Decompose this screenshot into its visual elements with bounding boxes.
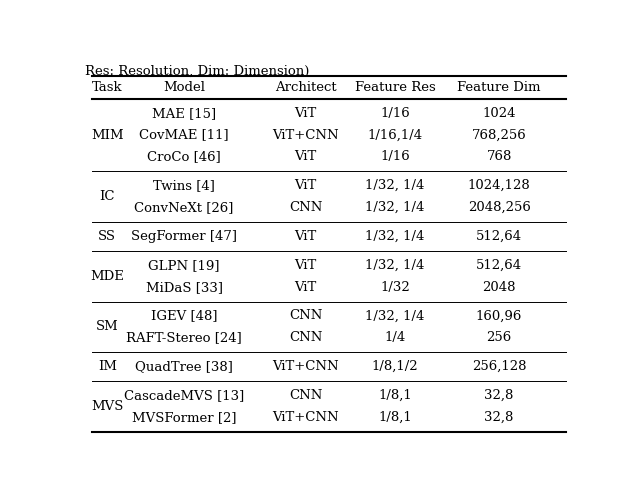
Text: 256,128: 256,128 <box>472 360 526 373</box>
Text: CascadeMVS [13]: CascadeMVS [13] <box>124 389 244 402</box>
Text: 1/8,1/2: 1/8,1/2 <box>372 360 419 373</box>
Text: CNN: CNN <box>289 310 323 322</box>
Text: IM: IM <box>98 360 116 373</box>
Text: 1/8,1: 1/8,1 <box>378 411 412 424</box>
Text: MIM: MIM <box>91 129 124 141</box>
Text: 32,8: 32,8 <box>484 389 514 402</box>
Text: 2048,256: 2048,256 <box>468 201 531 214</box>
Text: MAE [15]: MAE [15] <box>152 107 216 120</box>
Text: 768,256: 768,256 <box>472 129 527 141</box>
Text: 1/32: 1/32 <box>380 281 410 294</box>
Text: 1/8,1: 1/8,1 <box>378 389 412 402</box>
Text: ViT: ViT <box>294 259 317 272</box>
Text: 1/32, 1/4: 1/32, 1/4 <box>365 201 425 214</box>
Text: ViT+CNN: ViT+CNN <box>273 129 339 141</box>
Text: SS: SS <box>99 230 116 243</box>
Text: RAFT-Stereo [24]: RAFT-Stereo [24] <box>126 331 242 345</box>
Text: ViT: ViT <box>294 150 317 164</box>
Text: Feature Dim: Feature Dim <box>458 81 541 94</box>
Text: ViT: ViT <box>294 107 317 120</box>
Text: ViT: ViT <box>294 179 317 192</box>
Text: MiDaS [33]: MiDaS [33] <box>146 281 223 294</box>
Text: GLPN [19]: GLPN [19] <box>148 259 220 272</box>
Text: 256: 256 <box>486 331 512 345</box>
Text: 1/32, 1/4: 1/32, 1/4 <box>365 230 425 243</box>
Text: ConvNeXt [26]: ConvNeXt [26] <box>134 201 234 214</box>
Text: Res: Resolution, Dim: Dimension): Res: Resolution, Dim: Dimension) <box>85 65 309 78</box>
Text: 1/32, 1/4: 1/32, 1/4 <box>365 259 425 272</box>
Text: CNN: CNN <box>289 331 323 345</box>
Text: 1/16: 1/16 <box>380 150 410 164</box>
Text: SegFormer [47]: SegFormer [47] <box>131 230 237 243</box>
Text: IC: IC <box>100 190 115 203</box>
Text: MVS: MVS <box>91 400 124 413</box>
Text: 1/4: 1/4 <box>385 331 406 345</box>
Text: ViT: ViT <box>294 281 317 294</box>
Text: CNN: CNN <box>289 389 323 402</box>
Text: 1024: 1024 <box>483 107 516 120</box>
Text: MDE: MDE <box>90 270 124 283</box>
Text: ViT+CNN: ViT+CNN <box>273 360 339 373</box>
Text: CNN: CNN <box>289 201 323 214</box>
Text: QuadTree [38]: QuadTree [38] <box>135 360 233 373</box>
Text: 32,8: 32,8 <box>484 411 514 424</box>
Text: 1/32, 1/4: 1/32, 1/4 <box>365 310 425 322</box>
Text: Task: Task <box>92 81 123 94</box>
Text: MVSFormer [2]: MVSFormer [2] <box>132 411 236 424</box>
Text: Architect: Architect <box>275 81 337 94</box>
Text: ViT: ViT <box>294 230 317 243</box>
Text: Model: Model <box>163 81 205 94</box>
Text: 1/32, 1/4: 1/32, 1/4 <box>365 179 425 192</box>
Text: IGEV [48]: IGEV [48] <box>151 310 218 322</box>
Text: 1/16,1/4: 1/16,1/4 <box>367 129 422 141</box>
Text: 1/16: 1/16 <box>380 107 410 120</box>
Text: 512,64: 512,64 <box>476 259 522 272</box>
Text: SM: SM <box>96 320 118 333</box>
Text: 160,96: 160,96 <box>476 310 522 322</box>
Text: 512,64: 512,64 <box>476 230 522 243</box>
Text: Feature Res: Feature Res <box>355 81 435 94</box>
Text: 768: 768 <box>486 150 512 164</box>
Text: 2048: 2048 <box>483 281 516 294</box>
Text: Twins [4]: Twins [4] <box>153 179 215 192</box>
Text: CovMAE [11]: CovMAE [11] <box>140 129 229 141</box>
Text: CroCo [46]: CroCo [46] <box>147 150 221 164</box>
Text: ViT+CNN: ViT+CNN <box>273 411 339 424</box>
Text: 1024,128: 1024,128 <box>468 179 531 192</box>
